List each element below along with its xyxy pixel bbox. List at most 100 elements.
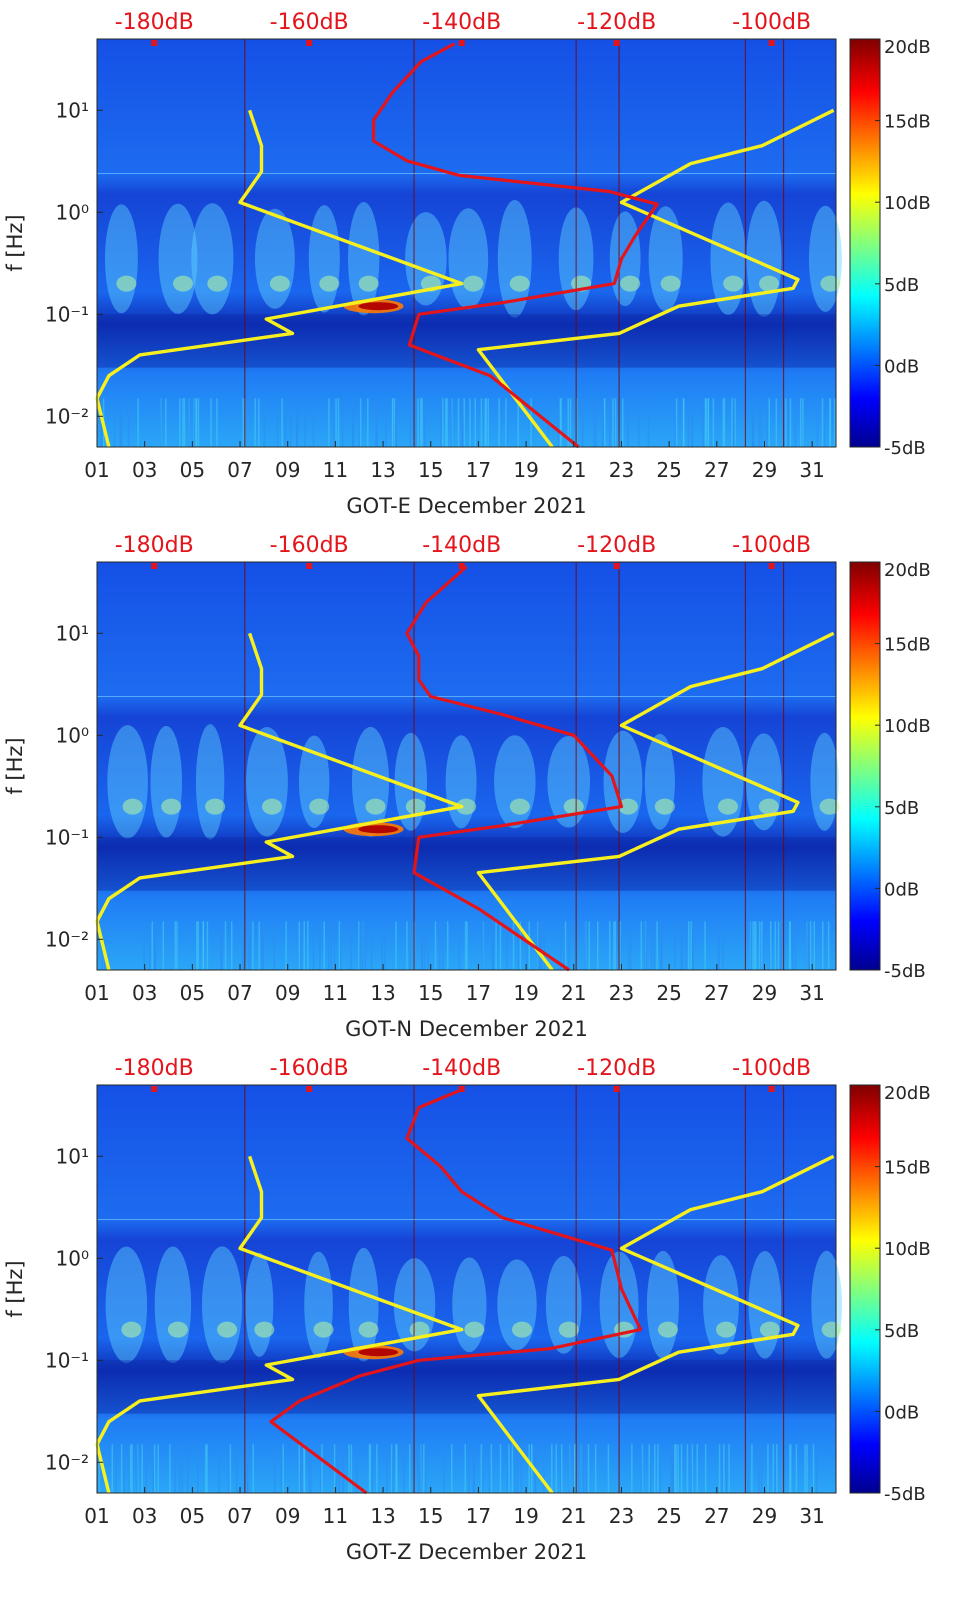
stripe bbox=[648, 1444, 650, 1493]
stripe bbox=[480, 398, 483, 447]
stripe bbox=[746, 1444, 749, 1493]
colorbar-tick-label: 0dB bbox=[884, 1402, 919, 1423]
x-tick-label: 21 bbox=[561, 1504, 586, 1528]
stripe bbox=[731, 398, 733, 447]
stripe bbox=[813, 921, 816, 970]
stripe bbox=[577, 1444, 580, 1493]
stripe bbox=[777, 921, 780, 970]
energy-blob bbox=[121, 1321, 142, 1338]
stripe bbox=[514, 1444, 516, 1493]
x-tick-label: 29 bbox=[752, 1504, 777, 1528]
stripe bbox=[795, 1444, 798, 1493]
stripe bbox=[519, 921, 522, 970]
energy-blob bbox=[717, 798, 738, 815]
stripe bbox=[188, 398, 190, 447]
colorbar-scale bbox=[849, 561, 881, 971]
stripe bbox=[718, 1444, 721, 1493]
stripe bbox=[704, 1444, 707, 1493]
stripe bbox=[197, 398, 200, 447]
stripe bbox=[491, 921, 494, 970]
stripe bbox=[450, 398, 453, 447]
stripe bbox=[580, 1444, 582, 1493]
top-db-label: -160dB bbox=[270, 533, 349, 558]
top-db-tick bbox=[768, 563, 775, 569]
stripe bbox=[653, 921, 656, 970]
stripe bbox=[761, 921, 763, 970]
energy-blob bbox=[723, 275, 744, 292]
stripe bbox=[682, 398, 685, 447]
energy-blob bbox=[808, 205, 842, 312]
stripe bbox=[129, 1444, 132, 1493]
stripe bbox=[755, 921, 757, 970]
x-tick-label: 15 bbox=[418, 1504, 443, 1528]
top-db-tick bbox=[613, 563, 620, 569]
colorbar-scale bbox=[849, 38, 881, 448]
yellow-model-curve-1 bbox=[95, 109, 464, 448]
colorbar-tick-label: 15dB bbox=[884, 1158, 931, 1179]
stripe bbox=[469, 398, 471, 447]
stripe bbox=[246, 1444, 249, 1493]
stripe bbox=[462, 398, 464, 447]
x-tick-label: 05 bbox=[180, 1504, 205, 1528]
top-db-tick bbox=[458, 563, 465, 569]
stripe bbox=[707, 398, 709, 447]
stripe bbox=[337, 398, 340, 447]
stripe bbox=[670, 1444, 673, 1493]
stripe bbox=[127, 398, 130, 447]
x-tick-label: 03 bbox=[132, 458, 157, 482]
energy-blob bbox=[821, 1321, 842, 1338]
transient-spikes bbox=[244, 39, 785, 447]
stripe bbox=[645, 921, 648, 970]
spectrogram-panel-3: 01 03 05 07 09 11 13 15 17 19 21 23 25 27 29 31 10⁻² 10⁻¹… bbox=[3, 1056, 931, 1564]
stripe bbox=[474, 398, 477, 447]
x-tick-label: 03 bbox=[132, 1504, 157, 1528]
stripe bbox=[766, 398, 768, 447]
stripe bbox=[657, 1444, 659, 1493]
stripe bbox=[423, 398, 426, 447]
stripe bbox=[675, 398, 678, 447]
stripe bbox=[602, 398, 604, 447]
top-db-label: -160dB bbox=[270, 10, 349, 35]
stripe bbox=[776, 1444, 778, 1493]
stripe bbox=[723, 1444, 725, 1493]
x-tick-label: 23 bbox=[609, 458, 634, 482]
stripe bbox=[728, 1444, 730, 1493]
stripe bbox=[750, 921, 752, 970]
stripe bbox=[752, 398, 755, 447]
stripe bbox=[276, 398, 279, 447]
x-tick-label: 11 bbox=[323, 981, 348, 1005]
stripe bbox=[341, 398, 344, 447]
yellow-model-curve-0 bbox=[476, 1154, 835, 1495]
stripe bbox=[289, 398, 292, 447]
plot-frame bbox=[96, 38, 837, 448]
energy-blob bbox=[654, 798, 675, 815]
colorbar-tick-label: 10dB bbox=[884, 1239, 931, 1260]
spectrogram-blobs bbox=[97, 1246, 842, 1414]
energy-blob bbox=[254, 208, 295, 309]
stripe bbox=[792, 921, 794, 970]
stripe bbox=[304, 398, 306, 447]
colorbar-scale bbox=[849, 1084, 881, 1494]
x-tick-label: 21 bbox=[561, 981, 586, 1005]
stripe bbox=[128, 1444, 131, 1493]
stripe bbox=[508, 1444, 510, 1493]
yellow-model-curve-1 bbox=[95, 632, 464, 971]
stripe bbox=[193, 398, 196, 447]
x-tick-label: 07 bbox=[227, 981, 252, 1005]
stripe bbox=[120, 1444, 123, 1493]
stripe bbox=[560, 1444, 563, 1493]
stripe bbox=[752, 921, 754, 970]
stripe bbox=[312, 398, 315, 447]
energy-blob bbox=[116, 275, 137, 292]
energy-blob bbox=[758, 798, 779, 815]
stripe bbox=[656, 921, 658, 970]
yellow-model-curve-1 bbox=[95, 1155, 464, 1494]
x-tick-label: 25 bbox=[656, 458, 681, 482]
energy-blob bbox=[497, 1259, 537, 1351]
x-tick-label: 11 bbox=[323, 458, 348, 482]
stripe bbox=[543, 921, 546, 970]
stripe bbox=[123, 1444, 126, 1493]
y-tick-label: 10¹ bbox=[56, 621, 89, 645]
stripe bbox=[131, 1444, 133, 1493]
